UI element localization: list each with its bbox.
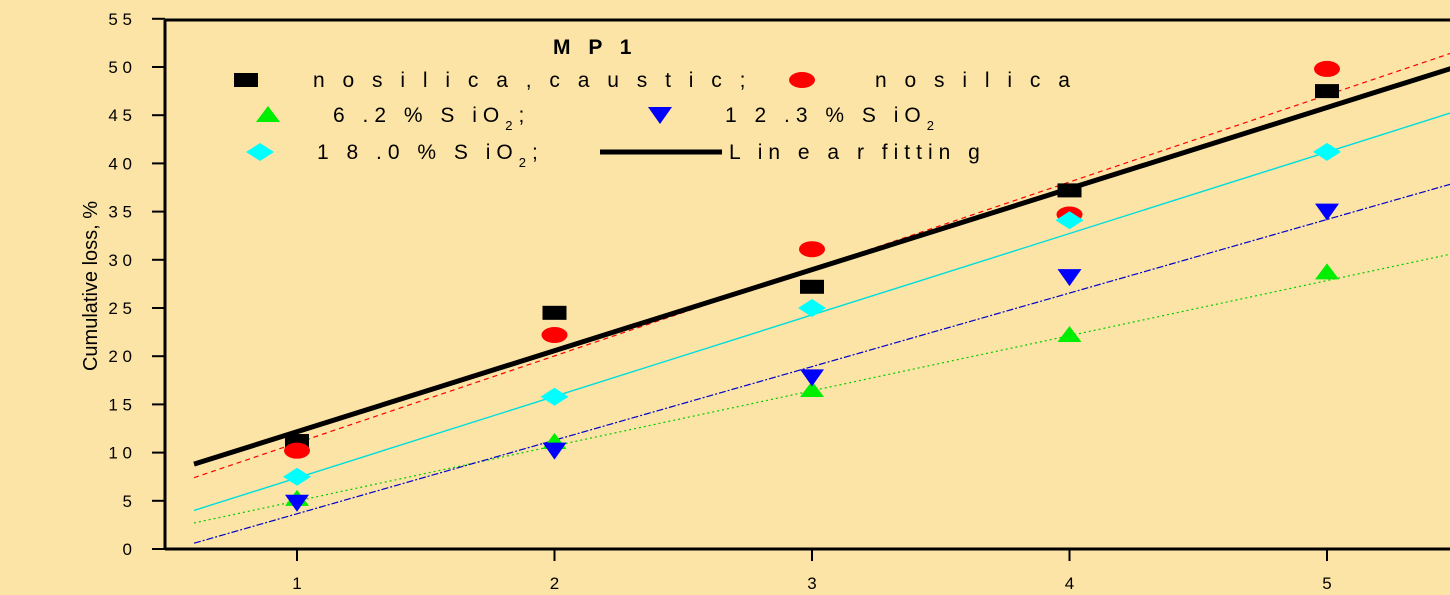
y-tick-label-6: 3 0: [108, 251, 132, 270]
legend-label-3: 1 2 .3 % S iO2: [725, 104, 940, 133]
legend-marker-series-3: [648, 107, 672, 124]
legend-marker-series-4: [246, 143, 274, 161]
x-tick-label-3: 4: [1065, 574, 1074, 593]
legend-title: M P 1: [553, 36, 637, 59]
data-points: [193, 60, 1450, 512]
data-point-s4-p3: [1055, 211, 1084, 230]
fit-lines: [193, 52, 1450, 544]
y-tick-label-10: 5 0: [108, 58, 132, 77]
data-point-s4-p4: [1313, 142, 1341, 161]
legend-label-subscript-4: 2: [519, 155, 532, 170]
legend-label-main-5: L in e a r fittin g: [729, 141, 986, 164]
legend-label-suffix-2: ;: [518, 104, 530, 127]
data-point-s0-p2: [800, 279, 824, 294]
data-point-s3-p3: [1057, 269, 1082, 287]
y-tick-label-9: 4 5: [108, 106, 132, 125]
y-axis-title: Cumulative loss, %: [80, 201, 102, 371]
data-point-s2-p4: [1315, 263, 1339, 280]
data-point-s4-p2: [798, 299, 826, 317]
legend: M P 1 n o s i l i c a , c a u s t i c ; n …: [234, 36, 1076, 170]
legend-label-1: n o s i l i c a: [875, 69, 1076, 92]
data-point-s1-p4: [1314, 60, 1340, 77]
fit-line-series-4: [193, 112, 1450, 512]
x-tick-label-2: 3: [807, 574, 816, 593]
data-point-s4-p0: [283, 467, 311, 486]
x-tick-label-0: 1: [292, 574, 301, 593]
data-point-s3-p0: [285, 494, 309, 512]
data-point-s0-p4: [1315, 84, 1339, 99]
y-tick-label-3: 1 5: [108, 395, 132, 414]
legend-label-subscript-2: 2: [505, 118, 518, 133]
y-tick-label-1: 5: [123, 492, 132, 511]
data-point-s1-p1: [541, 326, 568, 343]
data-point-s2-p2: [800, 380, 824, 397]
legend-label-main-2: 6 .2 % S iO: [333, 104, 505, 127]
legend-label-4: 1 8 .0 % S iO2;: [317, 141, 544, 170]
linear-fitting-line: [193, 66, 1450, 467]
data-point-s1-p0: [284, 442, 310, 459]
axes: [163, 18, 1450, 551]
ticks: 0 5 1 0 1 5 2 0 2 5 3 0 3 5 4 0 4 5 5 0 5 5 1 2 3 4 5: [108, 10, 1331, 593]
data-point-s3-p1: [542, 442, 567, 460]
legend-label-main-4: 1 8 .0 % S iO: [317, 141, 519, 164]
y-tick-label-4: 2 0: [108, 347, 132, 366]
legend-label-suffix-4: ;: [532, 141, 544, 164]
data-point-s2-p3: [1057, 325, 1082, 342]
legend-marker-series-2: [256, 106, 280, 122]
y-tick-label-0: 0: [123, 540, 132, 559]
legend-label-main-3: 1 2 .3 % S iO: [725, 104, 927, 127]
legend-label-subscript-3: 2: [927, 118, 940, 133]
y-tick-label-7: 3 5: [108, 203, 132, 222]
x-tick-label-4: 5: [1322, 574, 1331, 593]
y-tick-label-5: 2 5: [108, 299, 132, 318]
data-point-s1-p2: [799, 241, 825, 258]
legend-label-main-0: n o s i l i c a , c a u s t i c ;: [313, 69, 751, 92]
legend-marker-series-0: [234, 73, 258, 87]
data-point-s4-p1: [540, 387, 569, 406]
data-point-s3-p4: [1315, 203, 1339, 221]
x-tick-label-1: 2: [550, 574, 559, 593]
data-point-s3-p2: [800, 369, 824, 387]
data-point-s0-p1: [542, 305, 567, 320]
y-tick-label-2: 1 0: [108, 444, 132, 463]
y-tick-label-8: 4 0: [108, 154, 132, 173]
legend-label-0: n o s i l i c a , c a u s t i c ;: [313, 69, 751, 92]
legend-marker-series-1: [789, 72, 815, 88]
y-tick-label-11: 5 5: [108, 10, 132, 29]
legend-label-5: L in e a r fittin g: [729, 141, 986, 164]
fit-line-series-3: [193, 183, 1450, 544]
fit-line-series-0: [193, 52, 1450, 479]
fit-line-series-2: [193, 253, 1450, 524]
legend-label-main-1: n o s i l i c a: [875, 69, 1076, 92]
legend-label-2: 6 .2 % S iO2;: [333, 104, 530, 133]
